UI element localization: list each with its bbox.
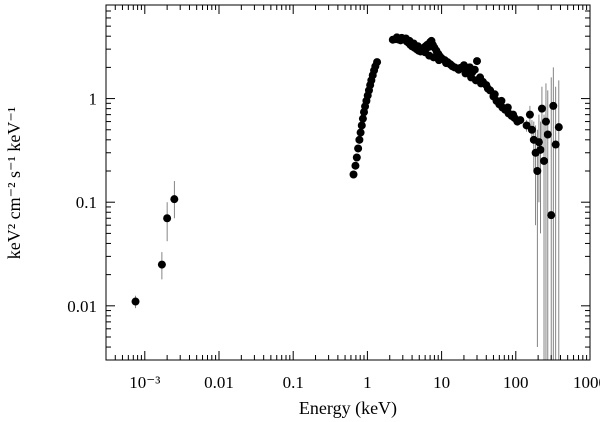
data-point — [516, 116, 525, 125]
x-tick-label: 100 — [503, 373, 529, 392]
x-axis-label: Energy (keV) — [299, 398, 397, 419]
data-point — [522, 121, 531, 130]
data-point — [540, 156, 549, 165]
x-tick-label: 10 — [433, 373, 450, 392]
data-point — [349, 170, 358, 179]
y-tick-label: 0.1 — [76, 193, 97, 212]
data-point — [551, 140, 560, 149]
data-point — [503, 103, 512, 112]
data-point — [534, 138, 543, 147]
data-point — [541, 117, 550, 126]
data-point — [554, 123, 563, 132]
data-points — [131, 33, 563, 306]
data-point — [477, 79, 486, 88]
data-point — [131, 297, 140, 306]
data-point — [473, 57, 482, 66]
data-point — [536, 145, 545, 154]
x-tick-label: 0.1 — [283, 373, 304, 392]
plot-frame — [105, 4, 591, 361]
data-point — [352, 153, 361, 162]
data-point — [549, 101, 558, 110]
y-axis-label: keV² cm⁻² s⁻¹ keV⁻¹ — [4, 107, 24, 260]
data-point — [533, 167, 542, 176]
data-point — [509, 110, 518, 119]
data-point — [490, 90, 499, 99]
data-point — [357, 121, 366, 130]
data-point — [483, 84, 492, 93]
y-axis-ticks: 0.01 0.1 1 — [67, 4, 590, 361]
data-point — [434, 56, 443, 65]
data-point — [354, 144, 363, 153]
data-point — [447, 61, 456, 70]
data-point — [373, 58, 382, 67]
data-point — [527, 125, 536, 134]
data-point — [157, 260, 166, 269]
data-point — [358, 114, 367, 123]
y-tick-label: 1 — [89, 90, 98, 109]
data-point — [497, 96, 506, 105]
data-point — [547, 211, 556, 220]
data-point — [355, 135, 364, 144]
data-point — [163, 214, 172, 223]
y-tick-label: 0.01 — [67, 297, 97, 316]
data-point — [525, 110, 534, 119]
data-point — [537, 104, 546, 113]
data-point — [351, 161, 360, 170]
data-point — [470, 65, 479, 74]
data-point — [543, 130, 552, 139]
data-point — [170, 195, 179, 204]
data-point — [454, 65, 463, 74]
x-tick-label: 10⁻³ — [129, 373, 160, 392]
x-tick-label: 1 — [363, 373, 372, 392]
data-point — [461, 69, 470, 78]
x-tick-label: 0.01 — [204, 373, 234, 392]
data-point — [356, 128, 365, 137]
